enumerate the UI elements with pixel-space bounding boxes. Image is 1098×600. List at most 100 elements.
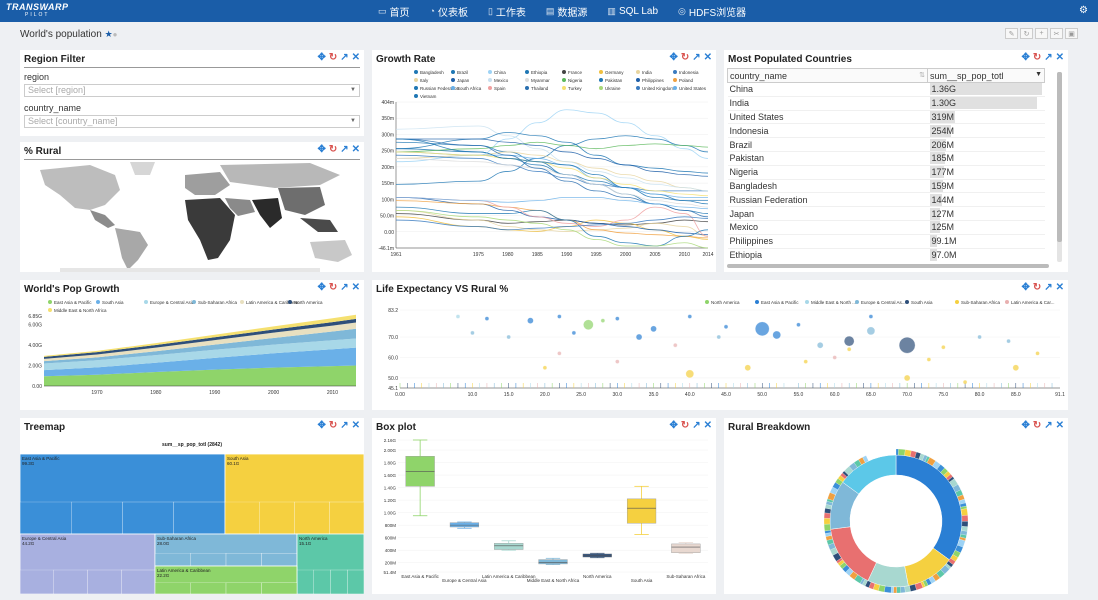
- region-select[interactable]: Select [region] ▼: [24, 84, 360, 97]
- world-map[interactable]: [20, 160, 364, 272]
- scatter-point: [527, 317, 534, 324]
- panel-controls: ✥ ↻ ↗ ✕: [669, 420, 712, 431]
- y-tick-label: 1.20G: [384, 498, 397, 503]
- move-icon[interactable]: ✥: [669, 420, 678, 431]
- nav-item[interactable]: ◔ 仪表板: [420, 0, 478, 22]
- table-row[interactable]: Mexico 125M: [727, 219, 1045, 235]
- table-row[interactable]: Japan 127M: [727, 206, 1045, 221]
- refresh-icon[interactable]: ↻: [1032, 282, 1042, 293]
- close-icon[interactable]: ✕: [351, 420, 360, 431]
- move-icon[interactable]: ✥: [1021, 420, 1030, 431]
- legend-label: Middle East & North Africa: [54, 308, 107, 313]
- nav-item[interactable]: ▥ SQL Lab: [597, 0, 668, 22]
- move-icon[interactable]: ✥: [1021, 282, 1030, 293]
- share-icon[interactable]: ↗: [340, 282, 349, 293]
- share-icon[interactable]: ↗: [340, 144, 349, 155]
- share-icon[interactable]: ↗: [340, 420, 349, 431]
- share-icon[interactable]: ↗: [692, 52, 701, 63]
- refresh-icon[interactable]: ↻: [328, 420, 338, 431]
- legend-dot: [240, 300, 244, 304]
- treemap-chart[interactable]: sum__sp_pop_totl (2842) East Asia & Pacif…: [20, 436, 364, 594]
- most-populated-panel: Most Populated Countries ✥ ↻ ↗ ✕ country_na…: [724, 50, 1068, 272]
- share-icon[interactable]: ↗: [340, 52, 349, 63]
- legend-label: South Africa: [457, 86, 482, 91]
- move-icon[interactable]: ✥: [317, 144, 326, 155]
- life-expectancy-chart[interactable]: North America East Asia & Pacific Middle E…: [372, 298, 1068, 410]
- legend-label: Bangladesh: [420, 70, 444, 75]
- legend-dot: [673, 70, 677, 74]
- table-row[interactable]: Brazil 206M: [727, 137, 1045, 152]
- sunburst-outer-segment: [884, 585, 892, 593]
- close-icon[interactable]: ✕: [1055, 420, 1064, 431]
- refresh-icon[interactable]: ↻: [680, 420, 690, 431]
- share-icon[interactable]: ↗: [1044, 52, 1053, 63]
- column-header-country[interactable]: country_name ⇅: [727, 68, 928, 83]
- table-row[interactable]: United States 319M: [727, 109, 1045, 124]
- series-line: [395, 135, 709, 185]
- move-icon[interactable]: ✥: [669, 52, 678, 63]
- close-icon[interactable]: ✕: [351, 144, 360, 155]
- population-cell: 159M: [927, 178, 1045, 193]
- refresh-icon[interactable]: ↻: [680, 52, 690, 63]
- y-tick-label: 50.0m: [380, 214, 394, 220]
- laptop-icon: ▭: [378, 5, 387, 16]
- save-icon[interactable]: ▣: [1065, 28, 1078, 39]
- refresh-icon[interactable]: ↻: [328, 282, 338, 293]
- table-row[interactable]: Ethiopia 97.0M: [727, 247, 1045, 262]
- refresh-icon[interactable]: ↻: [1020, 28, 1033, 39]
- table-row[interactable]: Indonesia 254M: [727, 123, 1045, 138]
- close-icon[interactable]: ✕: [351, 282, 360, 293]
- close-icon[interactable]: ✕: [351, 52, 360, 63]
- table-row[interactable]: Pakistan 185M: [727, 150, 1045, 166]
- population-bar: 97.0M: [929, 249, 957, 262]
- refresh-icon[interactable]: ↻: [1032, 52, 1042, 63]
- x-tick-label: 35.0: [649, 392, 659, 398]
- move-icon[interactable]: ✥: [317, 282, 326, 293]
- growth-rate-chart[interactable]: Bangladesh Brazil China Ethiopia France Germa…: [372, 68, 716, 272]
- refresh-icon[interactable]: ↻: [1032, 420, 1042, 431]
- table-row[interactable]: Bangladesh 159M: [727, 178, 1045, 193]
- nav-item[interactable]: ▭ 首页: [368, 0, 420, 22]
- refresh-icon[interactable]: ↻: [328, 144, 338, 155]
- table-row[interactable]: Philippines 99.1M: [727, 233, 1045, 249]
- y-tick-label: 600M: [385, 536, 397, 541]
- chevron-down-icon: ▼: [350, 118, 356, 124]
- share-icon[interactable]: ↗: [1044, 282, 1053, 293]
- close-icon[interactable]: ✕: [1055, 52, 1064, 63]
- area-band: [44, 328, 356, 364]
- column-header-population[interactable]: sum__sp_pop_totl ▼: [927, 68, 1045, 83]
- nav-item[interactable]: ▤ 数据源: [536, 0, 598, 22]
- move-icon[interactable]: ✥: [317, 52, 326, 63]
- move-icon[interactable]: ✥: [317, 420, 326, 431]
- css-icon[interactable]: ✂: [1050, 28, 1063, 39]
- table-row[interactable]: Russian Federation 144M: [727, 192, 1045, 207]
- database-icon: ▤: [545, 5, 555, 16]
- table-row[interactable]: Nigeria 177M: [727, 164, 1045, 180]
- sunburst-chart[interactable]: [724, 436, 1068, 594]
- nav-item[interactable]: ▯ 工作表: [478, 0, 536, 22]
- refresh-icon[interactable]: ↻: [328, 52, 338, 63]
- close-icon[interactable]: ✕: [703, 420, 712, 431]
- boxplot-panel: Box plot ✥ ↻ ↗ ✕ 51.4M 200M 400M 600M 800M 1.00G…: [372, 418, 716, 594]
- edit-icon[interactable]: ✎: [1005, 28, 1018, 39]
- settings-icon[interactable]: ⚙: [1079, 5, 1088, 16]
- close-icon[interactable]: ✕: [1055, 282, 1064, 293]
- nav-item[interactable]: ◎ HDFS浏览器: [668, 0, 756, 22]
- share-icon[interactable]: ↗: [1044, 420, 1053, 431]
- y-tick-label: 70.0: [388, 335, 398, 341]
- country-select[interactable]: Select [country_name] ▼: [24, 115, 360, 128]
- vertical-scrollbar[interactable]: [1057, 72, 1062, 262]
- add-icon[interactable]: +: [1035, 28, 1048, 39]
- table-row[interactable]: China 1.36G: [727, 82, 1045, 97]
- table-row[interactable]: India 1.30G: [727, 95, 1045, 111]
- close-icon[interactable]: ✕: [703, 52, 712, 63]
- logo[interactable]: TRANSWARP PILOT: [6, 2, 69, 19]
- favorite-star-icon[interactable]: ★: [104, 29, 113, 39]
- move-icon[interactable]: ✥: [1021, 52, 1030, 63]
- pop-growth-chart[interactable]: East Asia & Pacific South Asia Europe & Ce…: [20, 298, 364, 410]
- legend-dot: [451, 70, 455, 74]
- share-icon[interactable]: ↗: [692, 420, 701, 431]
- treemap-cell: [259, 501, 295, 535]
- horizontal-scrollbar[interactable]: [727, 264, 1049, 268]
- boxplot-chart[interactable]: 51.4M 200M 400M 600M 800M 1.00G 1.20G 1.40G 1.60…: [372, 436, 716, 594]
